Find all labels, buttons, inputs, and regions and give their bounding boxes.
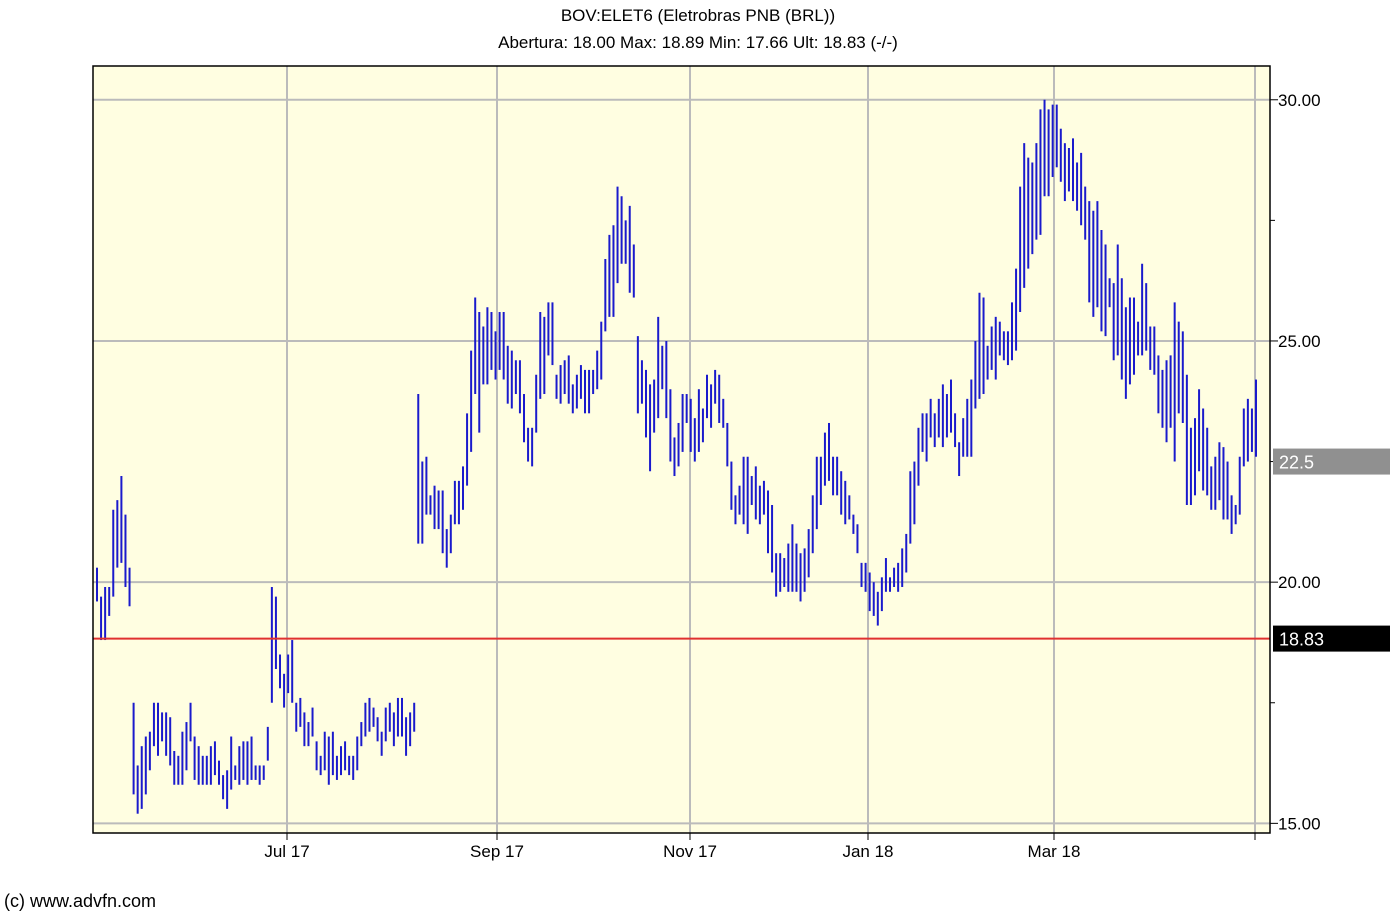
- y-tick-label: 25.00: [1278, 332, 1321, 351]
- x-tick-label: Jan 18: [842, 842, 893, 861]
- price-tags: 22.5 18.83: [1273, 448, 1390, 652]
- y-tick-label: 30.00: [1278, 91, 1321, 110]
- advfn-credit: (c) www.advfn.com: [4, 891, 157, 911]
- x-tick-label: Nov 17: [663, 842, 717, 861]
- last-price-tag-label: 18.83: [1279, 630, 1324, 650]
- grid-lines: [93, 66, 1270, 833]
- x-axis: Jul 17 Sep 17 Nov 17 Jan 18 Mar 18: [264, 833, 1256, 861]
- y-tick-label: 15.00: [1278, 814, 1321, 833]
- ohlc-bars: [96, 99, 1257, 814]
- chart-subtitle: Abertura: 18.00 Max: 18.89 Min: 17.66 Ul…: [498, 33, 898, 52]
- marker-price-tag-box: [1273, 448, 1390, 475]
- plot-area: [93, 66, 1270, 833]
- last-price-tag-box: [1273, 625, 1390, 652]
- x-tick-label: Sep 17: [470, 842, 524, 861]
- x-tick-label: Mar 18: [1028, 842, 1081, 861]
- y-tick-label: 20.00: [1278, 573, 1321, 592]
- marker-price-tag-label: 22.5: [1279, 453, 1314, 473]
- x-tick-label: Jul 17: [264, 842, 309, 861]
- plot-frame: [92, 65, 1271, 834]
- chart-title: BOV:ELET6 (Eletrobras PNB (BRL)): [560, 6, 836, 25]
- y-axis: 30.00 25.00 20.00 15.00: [1270, 91, 1321, 833]
